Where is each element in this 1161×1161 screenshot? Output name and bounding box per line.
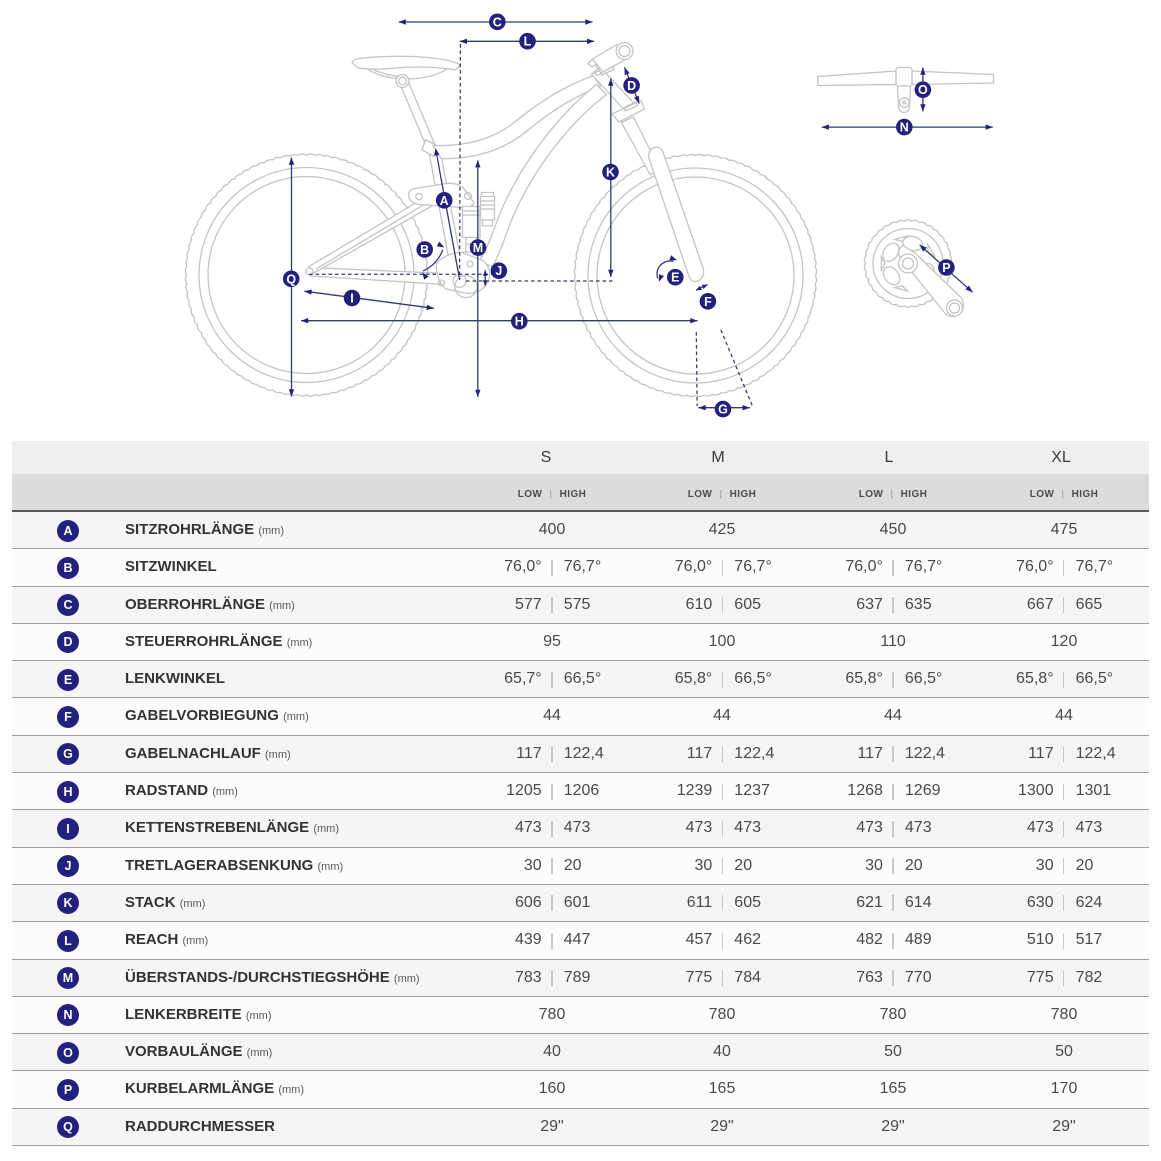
svg-text:J: J xyxy=(495,264,502,278)
svg-text:F: F xyxy=(704,295,712,309)
svg-text:P: P xyxy=(942,261,950,275)
svg-text:C: C xyxy=(493,15,502,29)
svg-text:A: A xyxy=(440,194,449,208)
svg-text:D: D xyxy=(627,79,636,93)
svg-text:M: M xyxy=(473,241,483,255)
svg-text:E: E xyxy=(671,271,679,285)
svg-text:Q: Q xyxy=(286,272,296,286)
svg-text:I: I xyxy=(350,292,353,306)
svg-text:G: G xyxy=(718,403,728,417)
svg-text:N: N xyxy=(900,121,909,135)
svg-text:H: H xyxy=(515,315,524,329)
svg-text:K: K xyxy=(606,166,615,180)
svg-text:O: O xyxy=(918,83,928,97)
svg-text:L: L xyxy=(524,35,532,49)
svg-text:B: B xyxy=(420,243,429,257)
